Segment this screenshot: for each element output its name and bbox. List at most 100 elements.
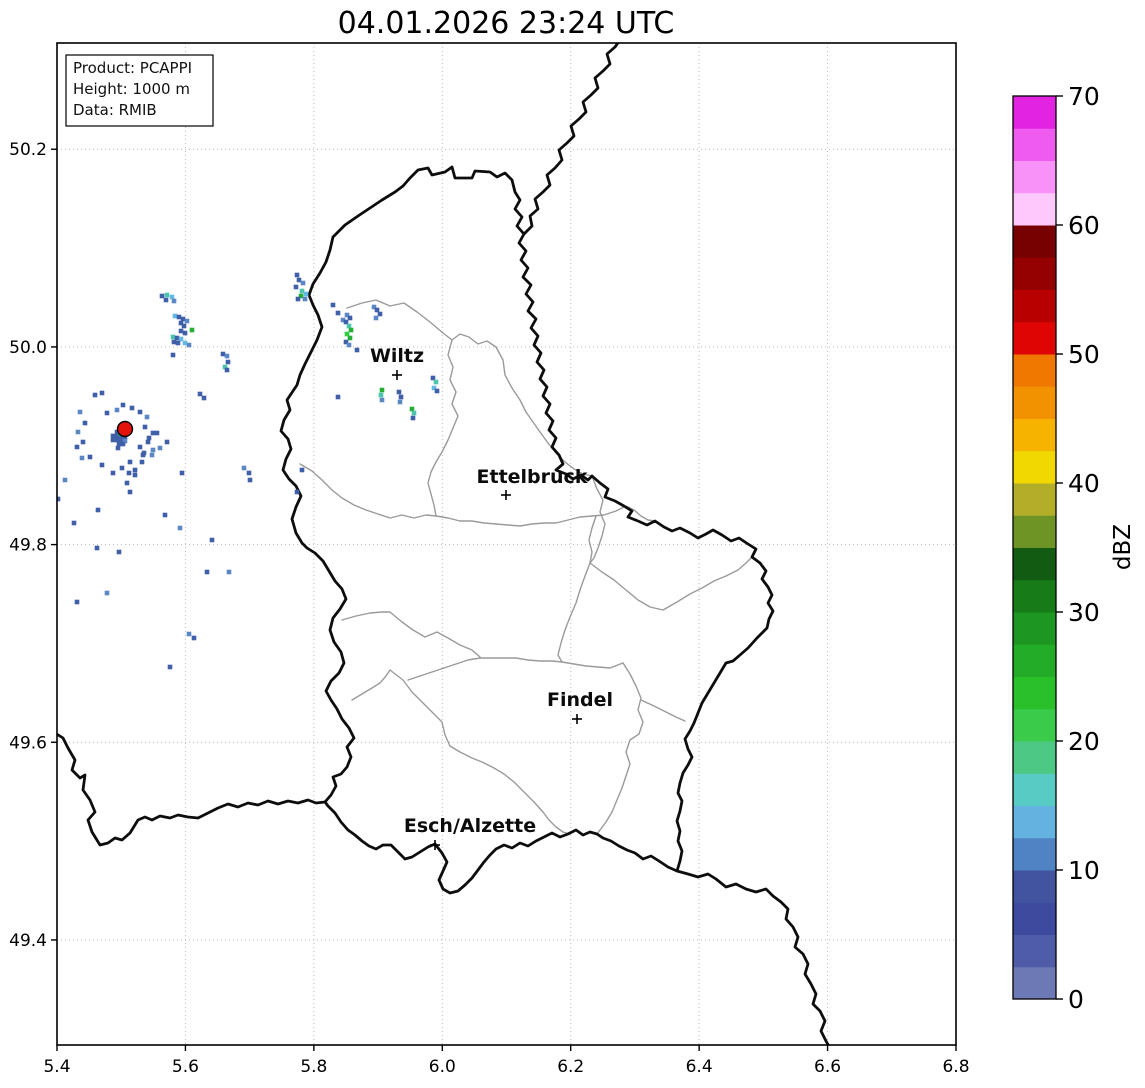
canton-border-path: [596, 662, 644, 835]
radar-echo-pixel: [300, 280, 306, 286]
colorbar-segment: [1013, 386, 1056, 419]
radar-echo-pixel: [145, 439, 151, 445]
radar-echo-pixel: [182, 330, 188, 336]
radar-echo-pixel: [433, 379, 439, 385]
radar-echo-pixel: [157, 445, 163, 451]
radar-echo-pixel: [172, 313, 178, 319]
radar-echo-pixel: [120, 402, 126, 408]
x-tick-label: 5.4: [43, 1057, 70, 1077]
radar-echo-pixel: [347, 335, 353, 341]
colorbar: 0 10 20 30 40 50 60 70: [1012, 82, 1100, 1014]
radar-echo-pixel: [347, 315, 353, 321]
colorbar-segment: [1013, 612, 1056, 645]
radar-echo-pixel: [186, 631, 192, 637]
radar-echo-pixel: [132, 467, 138, 473]
radar-site-marker: [116, 420, 134, 438]
colorbar-segment: [1013, 192, 1056, 226]
colorbar-segment: [1013, 257, 1056, 290]
canton-border-path: [341, 611, 481, 658]
canton-border-path: [427, 339, 459, 517]
radar-echo-pixel: [122, 438, 128, 444]
radar-echo-pixel: [371, 304, 377, 310]
city-label: Esch/Alzette: [404, 815, 536, 837]
city-label: Wiltz: [370, 345, 424, 367]
canton-border-path: [351, 669, 571, 835]
radar-echo-pixel: [241, 465, 247, 471]
radar-echo-pixel: [340, 317, 346, 323]
radar-echo-pixel: [116, 441, 122, 447]
colorbar-tick-label: 10: [1068, 856, 1100, 885]
radar-echo-pixel: [75, 429, 81, 435]
radar-echo-pixel: [294, 489, 300, 495]
x-tick-label: 5.6: [172, 1057, 199, 1077]
radar-echo-pixel: [226, 569, 232, 575]
info-product-line: Product: PCAPPI: [73, 59, 192, 77]
radar-echo-pixel: [182, 340, 188, 346]
radar-echo-pixel: [114, 437, 120, 443]
radar-echo-pixel: [204, 569, 210, 575]
radar-echo-pixel: [127, 459, 133, 465]
colorbar-segment: [1013, 354, 1056, 387]
radar-echo-pixel: [57, 496, 61, 502]
radar-echo-pixel: [62, 477, 68, 483]
radar-echo-pixel: [110, 433, 116, 439]
country-border-path: [279, 165, 775, 895]
colorbar-tick-label: 60: [1068, 211, 1100, 240]
colorbar-segment: [1013, 225, 1056, 258]
radar-echo-pixel: [179, 470, 185, 476]
colorbar-segment: [1013, 483, 1056, 516]
radar-echo-pixel: [164, 292, 170, 298]
radar-echo-pixel: [71, 520, 77, 526]
colorbar-segment: [1013, 708, 1056, 742]
radar-echo-pixel: [176, 314, 182, 320]
radar-echo-pixel: [115, 445, 121, 451]
radar-echo-pixel: [162, 512, 168, 518]
radar-echo-pixel: [137, 444, 143, 450]
country-border-path: [522, 43, 620, 236]
radar-echo-pixel: [169, 294, 175, 300]
radar-echo-pixel: [74, 444, 80, 450]
colorbar-segment: [1013, 547, 1056, 581]
axes-layer: 5.4 5.6 5.8 6.0 6.2 6.4 6.6 6.8 49.4 49.6 49.8 50.0…: [9, 140, 969, 1077]
radar-echo-pixel: [114, 433, 120, 439]
radar-echo-pixel: [303, 291, 309, 297]
x-tick-label: 6.6: [814, 1057, 841, 1077]
radar-echo-pixel: [344, 331, 350, 337]
canton-border-path: [589, 556, 753, 611]
radar-echo-pixel: [110, 470, 116, 476]
colorbar-segment: [1013, 160, 1056, 194]
country-border-path: [57, 732, 327, 847]
page-title: 04.01.2026 23:24 UTC: [338, 6, 675, 41]
radar-echo-pixel: [186, 342, 192, 348]
radar-echo-pixel: [335, 394, 341, 400]
radar-echo-pixel: [344, 312, 350, 318]
radar-echo-pixel: [104, 410, 110, 416]
city-esch-alzette: Esch/Alzette: [404, 815, 536, 850]
radar-echo-pixel: [142, 424, 148, 430]
colorbar-segment: [1013, 450, 1056, 484]
radar-echo-pixel: [180, 316, 186, 322]
colorbar-segment: [1013, 805, 1056, 839]
radar-echo-pixel: [299, 288, 305, 294]
radar-echo-pixel: [397, 399, 403, 405]
radar-echo-pixel: [99, 390, 105, 396]
radar-echo-pixel: [299, 467, 305, 473]
canton-border-path: [407, 657, 624, 681]
y-tick-label: 49.6: [9, 733, 47, 753]
radar-echo-pixel: [431, 385, 437, 391]
radar-echo-pixel: [118, 437, 124, 443]
radar-echo-pixel: [201, 395, 207, 401]
radar-echo-pixel: [191, 635, 197, 641]
x-tick-label: 6.2: [557, 1057, 584, 1077]
radar-echo-pixel: [175, 340, 181, 346]
colorbar-segment: [1013, 644, 1056, 677]
colorbar-segment: [1013, 515, 1056, 548]
radar-echo-pixel: [116, 549, 122, 555]
colorbar-tick-label: 20: [1068, 727, 1100, 756]
colorbar-tick-label: 70: [1068, 82, 1100, 111]
country-border-path: [675, 869, 830, 1045]
radar-echo-pixel: [87, 454, 93, 460]
x-tick-label: 6.4: [686, 1057, 713, 1077]
radar-echo-pixel: [144, 414, 150, 420]
